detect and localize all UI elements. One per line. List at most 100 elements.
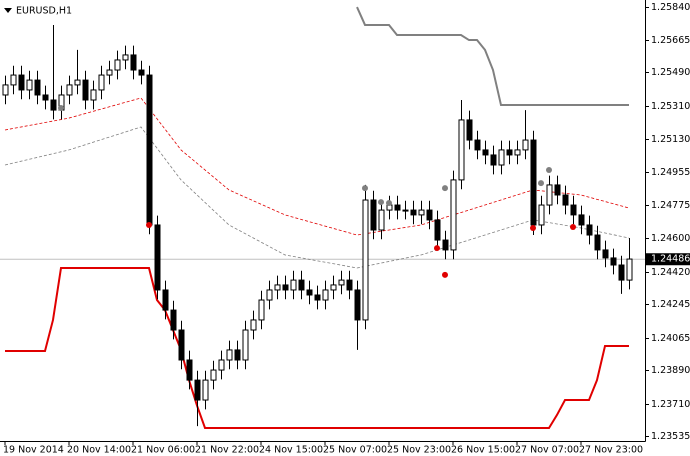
candle-body — [586, 224, 593, 236]
candle-body — [618, 264, 625, 281]
candle-body — [450, 179, 457, 251]
candle-body — [50, 99, 57, 111]
menu-arrow[interactable] — [4, 8, 12, 13]
candle-body — [226, 349, 233, 361]
candle-body — [562, 194, 569, 206]
candle-body — [138, 69, 145, 76]
candle-body — [498, 149, 505, 166]
candle-body — [194, 379, 201, 401]
signal-dot — [442, 185, 448, 192]
candle-body — [290, 279, 297, 291]
candle-body — [362, 199, 369, 321]
signal-dot — [146, 221, 152, 228]
y-tick-label: 1.24955 — [651, 167, 690, 178]
candle-body — [218, 359, 225, 371]
candle-body — [186, 359, 193, 381]
envelope-line — [4, 97, 630, 236]
candle-body — [482, 149, 489, 156]
candle-body — [602, 249, 609, 259]
candle-body — [146, 74, 153, 226]
candle-body — [162, 289, 169, 311]
candle-body — [130, 54, 137, 71]
signal-dot — [442, 271, 448, 278]
candle-body — [338, 279, 345, 286]
candle-body — [2, 84, 9, 96]
y-tick-label: 1.24245 — [651, 299, 690, 310]
candle-body — [98, 74, 105, 91]
candle-body — [26, 79, 33, 91]
candle-body — [442, 239, 449, 251]
y-tick-label: 1.24420 — [651, 267, 690, 278]
candle-body — [178, 329, 185, 361]
signal-dot — [386, 199, 392, 206]
candle-body — [274, 284, 281, 291]
candle-body — [10, 74, 17, 86]
candle-body — [202, 379, 209, 401]
candle-body — [418, 209, 425, 216]
candle-body — [506, 149, 513, 156]
signal-dot — [546, 167, 552, 174]
signal-dot — [530, 224, 536, 231]
signal-dot — [362, 185, 368, 192]
x-tick-label: 21 Nov 22:00 — [195, 445, 259, 456]
x-tick-label: 20 Nov 14:00 — [67, 445, 131, 456]
candle-body — [18, 74, 25, 91]
candle-body — [242, 329, 249, 361]
candle-body — [114, 59, 121, 71]
candle-body — [322, 289, 329, 301]
candle-body — [74, 79, 81, 86]
candle-body — [154, 224, 161, 291]
x-tick-label: 24 Nov 15:00 — [259, 445, 323, 456]
plot-area — [0, 6, 645, 429]
candle-body — [354, 289, 361, 321]
candle-body — [530, 139, 537, 226]
candle-body — [490, 154, 497, 166]
candle-body — [298, 279, 305, 291]
candle-body — [434, 219, 441, 241]
y-tick-label: 1.24065 — [651, 333, 690, 344]
signal-dot — [378, 199, 384, 206]
y-tick-label: 1.24775 — [651, 200, 690, 211]
y-tick-label: 1.25130 — [651, 134, 690, 145]
y-tick-label: 1.23535 — [651, 431, 690, 442]
candle-body — [314, 294, 321, 301]
y-tick-label: 1.25310 — [651, 101, 690, 112]
candle-body — [474, 139, 481, 151]
signal-dot — [538, 180, 544, 187]
y-tick-label: 1.23890 — [651, 365, 690, 376]
candle-body — [594, 234, 601, 251]
y-tick-label: 1.25840 — [651, 2, 690, 13]
candle-body — [378, 209, 385, 231]
candle-body — [234, 349, 241, 361]
x-tick-label: 25 Nov 07:00 — [323, 445, 387, 456]
candle-body — [610, 257, 617, 266]
candle-body — [66, 84, 73, 96]
candle-body — [538, 204, 545, 226]
signal-dot — [58, 105, 64, 112]
candle-body — [34, 79, 41, 96]
signal-dot — [434, 245, 440, 252]
chart-title: EURUSD,H1 — [16, 6, 72, 17]
y-tick-label: 1.25490 — [651, 67, 690, 78]
candle-body — [626, 258, 633, 281]
candle-body — [578, 214, 585, 226]
candle-body — [90, 89, 97, 101]
candle-body — [570, 204, 577, 216]
last-price-tag — [646, 253, 690, 266]
x-tick-label: 27 Nov 07:00 — [515, 445, 579, 456]
signal-dot — [570, 224, 576, 231]
candle-body — [42, 94, 49, 101]
candle-body — [394, 204, 401, 211]
candle-body — [370, 199, 377, 231]
candle-body — [258, 299, 265, 321]
candle-body — [306, 289, 313, 296]
x-tick-label: 19 Nov 2014 — [3, 445, 64, 456]
candle-body — [346, 279, 353, 291]
candle-body — [122, 54, 129, 61]
candle-body — [330, 284, 337, 291]
candle-body — [170, 309, 177, 331]
candle-body — [82, 79, 89, 101]
candle-body — [106, 69, 113, 76]
y-tick-label: 1.23710 — [651, 399, 690, 410]
